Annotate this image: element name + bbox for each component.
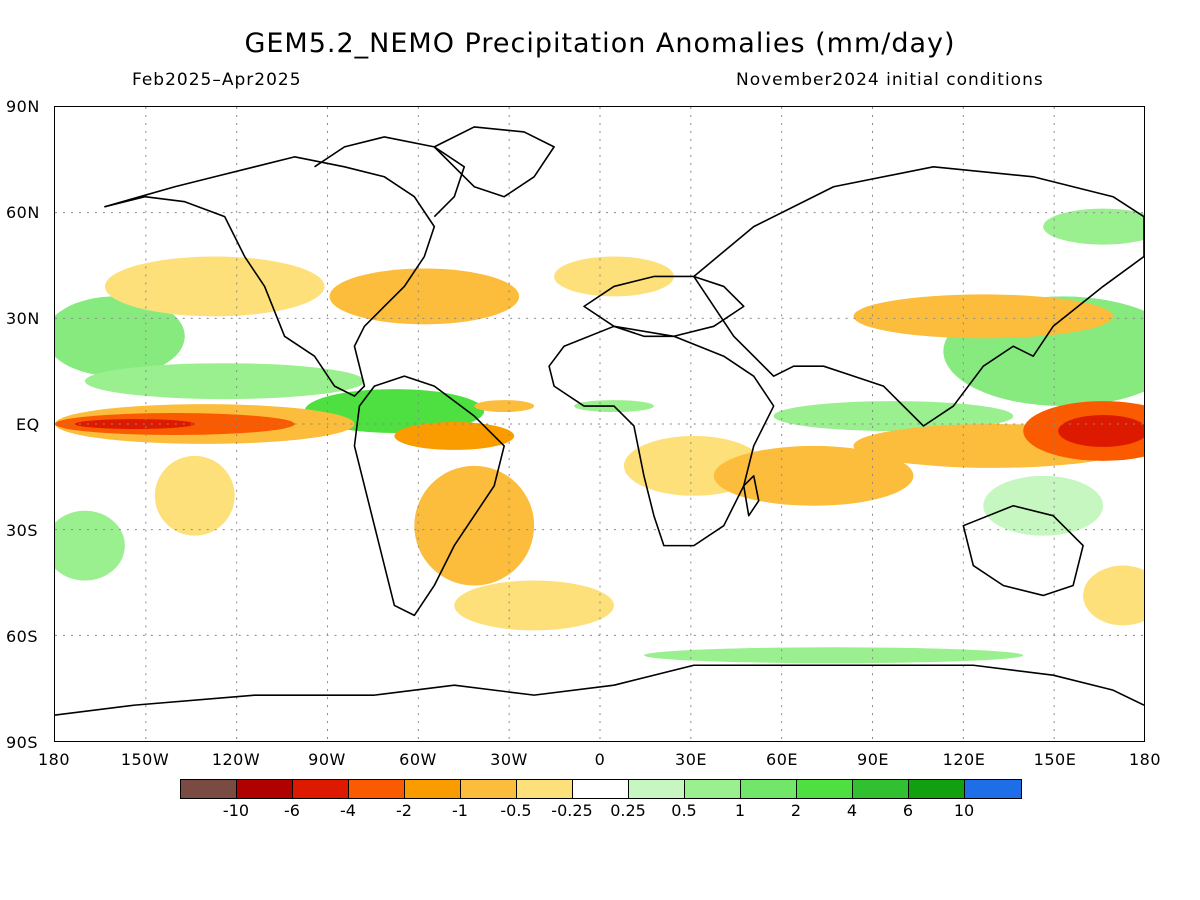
colorbar-label: -0.25 bbox=[551, 801, 593, 820]
lon-label: 180 bbox=[37, 750, 71, 769]
lat-label: 30N bbox=[6, 309, 40, 328]
lat-label: 90N bbox=[6, 97, 40, 116]
map-title: GEM5.2_NEMO Precipitation Anomalies (mm/… bbox=[244, 28, 956, 59]
colorbar-swatch bbox=[573, 780, 629, 798]
colorbar-label: -10 bbox=[222, 801, 250, 820]
lat-label: 60N bbox=[6, 203, 40, 222]
colorbar-label: 6 bbox=[902, 801, 914, 820]
colorbar-swatch bbox=[181, 780, 237, 798]
lat-label: 30S bbox=[6, 521, 39, 540]
colorbar-swatch bbox=[405, 780, 461, 798]
lon-label: 180 bbox=[1128, 750, 1162, 769]
colorbar-swatch bbox=[741, 780, 797, 798]
colorbar-label: -1 bbox=[452, 801, 468, 820]
lon-label: 60E bbox=[766, 750, 798, 769]
lon-label: 0 bbox=[594, 750, 606, 769]
colorbar-label: -0.5 bbox=[500, 801, 532, 820]
colorbar-swatch bbox=[965, 780, 1021, 798]
lon-label: 120W bbox=[211, 750, 261, 769]
colorbar-label: 2 bbox=[790, 801, 802, 820]
colorbar-label: -2 bbox=[396, 801, 412, 820]
colorbar-label: -4 bbox=[340, 801, 356, 820]
lat-label: EQ bbox=[16, 415, 40, 434]
colorbar-swatch bbox=[517, 780, 573, 798]
lon-label: 90E bbox=[857, 750, 889, 769]
coastlines bbox=[55, 126, 1144, 716]
lon-label: 150W bbox=[120, 750, 170, 769]
colorbar-swatch bbox=[797, 780, 853, 798]
colorbar-swatch bbox=[685, 780, 741, 798]
colorbar-swatch bbox=[853, 780, 909, 798]
initial-conditions: November2024 initial conditions bbox=[736, 70, 1044, 90]
colorbar-label: 1 bbox=[734, 801, 746, 820]
lon-label: 90W bbox=[308, 750, 346, 769]
lon-label: 60W bbox=[399, 750, 437, 769]
lon-label: 150E bbox=[1033, 750, 1077, 769]
colorbar-swatch bbox=[629, 780, 685, 798]
colorbar-label: 4 bbox=[846, 801, 858, 820]
lon-label: 30E bbox=[675, 750, 707, 769]
map-panel bbox=[54, 106, 1145, 742]
colorbar-swatch bbox=[293, 780, 349, 798]
anomaly-shading bbox=[55, 208, 1144, 664]
colorbar-swatch bbox=[349, 780, 405, 798]
colorbar-label: 0.5 bbox=[671, 801, 697, 820]
forecast-period: Feb2025–Apr2025 bbox=[132, 70, 302, 90]
lon-label: 120E bbox=[942, 750, 986, 769]
colorbar-swatch bbox=[461, 780, 517, 798]
colorbar-label: -6 bbox=[284, 801, 300, 820]
precipitation-map bbox=[55, 107, 1144, 741]
colorbar-swatch bbox=[237, 780, 293, 798]
lat-label: 90S bbox=[6, 733, 39, 752]
colorbar-swatch bbox=[909, 780, 965, 798]
lon-label: 30W bbox=[490, 750, 528, 769]
colorbar bbox=[180, 779, 1022, 799]
lat-label: 60S bbox=[6, 627, 39, 646]
colorbar-label: 10 bbox=[953, 801, 975, 820]
graticule bbox=[55, 107, 1144, 741]
colorbar-label: 0.25 bbox=[610, 801, 646, 820]
